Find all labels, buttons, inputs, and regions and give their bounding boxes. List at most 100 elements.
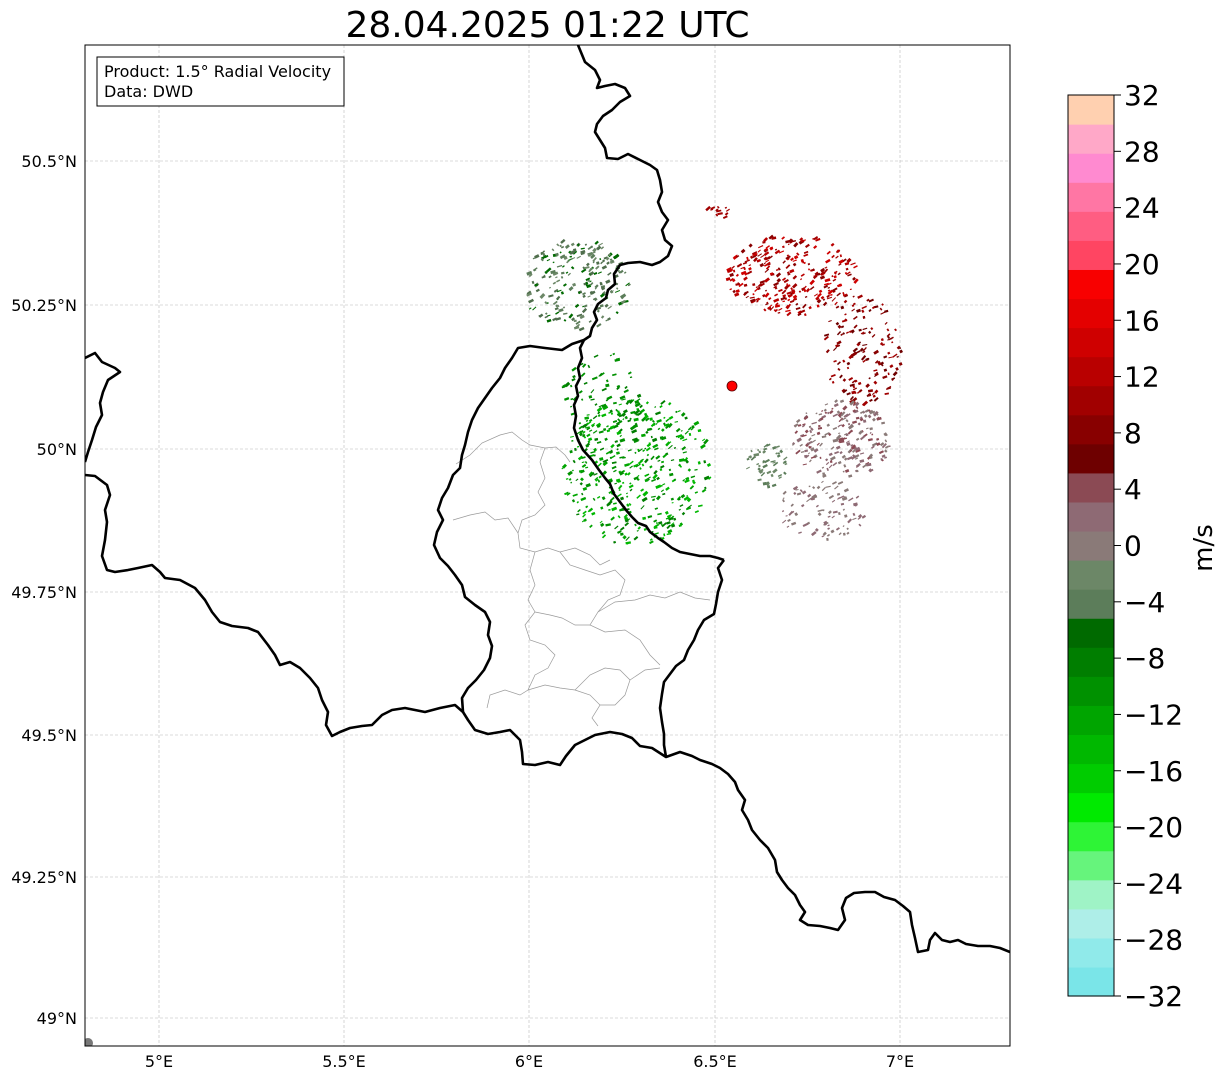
velocity-echo	[622, 535, 627, 540]
velocity-echo	[612, 352, 616, 356]
velocity-echo	[879, 341, 884, 346]
velocity-echo	[830, 293, 833, 297]
velocity-echo	[566, 492, 571, 496]
velocity-echo	[766, 482, 770, 487]
velocity-echo	[880, 338, 884, 342]
velocity-echo	[825, 349, 830, 354]
velocity-echo	[782, 296, 787, 300]
velocity-echo	[839, 399, 845, 403]
velocity-echo	[827, 411, 830, 415]
velocity-echo	[825, 492, 829, 495]
velocity-echo	[657, 512, 662, 516]
velocity-echo	[611, 373, 617, 377]
velocity-echo	[841, 319, 848, 323]
velocity-echo	[598, 242, 603, 247]
velocity-echo	[678, 508, 681, 511]
velocity-echo	[553, 301, 558, 305]
velocity-echo	[886, 328, 890, 332]
velocity-echo	[736, 263, 743, 268]
velocity-echo	[818, 413, 823, 416]
velocity-echo	[855, 462, 861, 468]
velocity-echo	[679, 464, 683, 468]
velocity-echo	[556, 279, 561, 283]
velocity-echo	[829, 409, 834, 415]
velocity-echo	[735, 289, 740, 293]
velocity-echo	[835, 321, 840, 326]
velocity-echo	[603, 427, 607, 432]
velocity-echo	[599, 304, 604, 308]
velocity-echo	[653, 470, 658, 475]
velocity-echo	[827, 289, 834, 295]
velocity-echo	[852, 295, 855, 298]
velocity-echo	[826, 467, 829, 472]
velocity-echo	[582, 363, 587, 368]
velocity-echo	[834, 485, 839, 490]
velocity-echo	[590, 398, 595, 401]
colorbar-tick-label: −12	[1124, 698, 1183, 731]
velocity-echo	[839, 450, 843, 455]
velocity-echo	[597, 479, 601, 483]
velocity-echo	[837, 344, 841, 348]
velocity-echo	[868, 453, 874, 458]
velocity-echo	[786, 291, 792, 295]
velocity-echo	[589, 271, 595, 276]
velocity-echo	[868, 330, 872, 334]
velocity-echo	[620, 526, 625, 531]
velocity-echo	[566, 260, 570, 264]
velocity-echo	[619, 438, 626, 443]
velocity-echo	[853, 265, 858, 269]
velocity-echo	[884, 445, 890, 449]
velocity-echo	[577, 455, 584, 461]
velocity-echo	[651, 437, 658, 443]
velocity-echo	[618, 414, 624, 418]
velocity-echo	[670, 459, 675, 462]
velocity-echo	[710, 208, 714, 211]
velocity-echo	[642, 490, 649, 497]
velocity-echo	[841, 437, 846, 440]
velocity-echo	[776, 454, 781, 458]
velocity-echo	[685, 476, 690, 481]
velocity-echo	[876, 416, 880, 420]
velocity-echo	[642, 449, 646, 452]
velocity-echo	[760, 254, 765, 259]
velocity-echo	[565, 478, 569, 480]
velocity-echo	[803, 288, 807, 293]
velocity-echo	[614, 289, 621, 293]
velocity-echo	[599, 457, 604, 461]
velocity-echo	[616, 443, 621, 448]
velocity-echo	[753, 452, 760, 457]
velocity-echo	[765, 302, 769, 306]
velocity-echo	[892, 353, 898, 358]
velocity-echo	[652, 498, 656, 501]
velocity-echo	[579, 314, 585, 320]
velocity-echo	[585, 281, 589, 285]
velocity-echo	[588, 471, 594, 476]
velocity-echo	[587, 252, 594, 257]
velocity-echo	[694, 437, 697, 441]
velocity-echo	[575, 478, 579, 482]
velocity-echo	[588, 267, 594, 273]
velocity-echo	[570, 412, 575, 416]
velocity-echo	[895, 367, 899, 371]
velocity-echo	[851, 379, 857, 384]
velocity-echo	[560, 271, 565, 275]
velocity-echo	[836, 492, 841, 496]
velocity-echo	[546, 267, 552, 273]
velocity-echo	[589, 291, 594, 295]
velocity-echo	[792, 283, 798, 289]
velocity-echo	[587, 437, 593, 442]
velocity-echo	[540, 257, 544, 262]
velocity-echo	[546, 258, 551, 262]
velocity-echo	[586, 414, 590, 416]
velocity-echo	[553, 288, 559, 293]
velocity-echo	[660, 436, 667, 441]
velocity-echo	[639, 408, 646, 414]
velocity-echo	[798, 290, 802, 293]
velocity-echo	[758, 245, 764, 249]
velocity-echo	[596, 495, 601, 499]
velocity-echo	[587, 245, 593, 251]
velocity-echo	[625, 536, 630, 541]
velocity-echo	[778, 476, 782, 479]
velocity-echo	[817, 292, 822, 298]
velocity-echo	[793, 491, 797, 495]
